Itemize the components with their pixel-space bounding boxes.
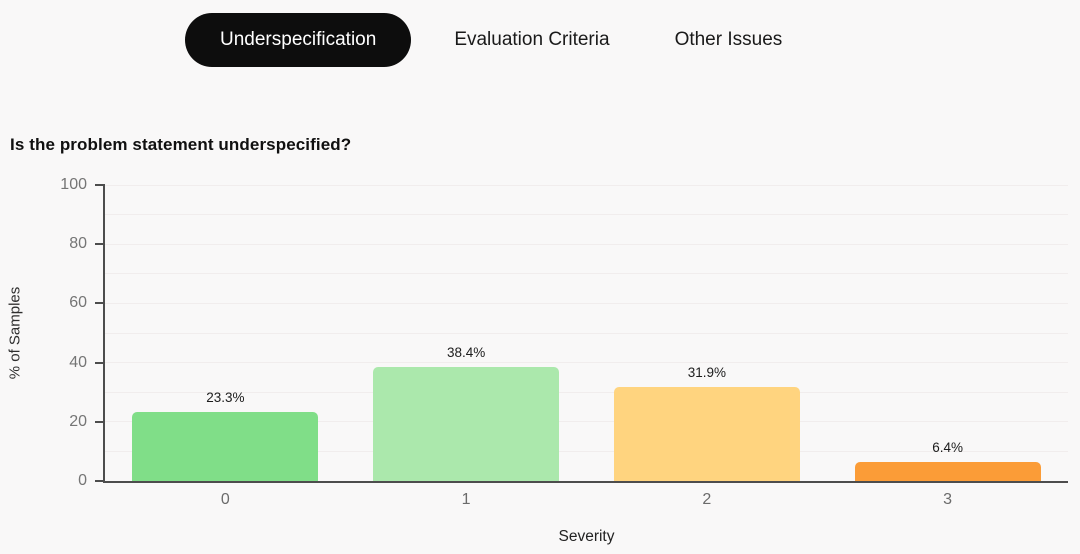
y-axis-tick-label: 0	[78, 472, 87, 489]
y-axis-line	[103, 184, 105, 483]
tab-bar: Underspecification Evaluation Criteria O…	[185, 13, 804, 67]
chart-title: Is the problem statement underspecified?	[10, 135, 352, 154]
y-axis-tick	[95, 361, 103, 364]
bar-severity-0[interactable]	[132, 412, 319, 481]
gridline	[105, 302, 1068, 304]
x-axis-label: Severity	[558, 528, 615, 545]
bar-severity-2[interactable]	[613, 386, 800, 481]
bar-column: 31.9% 2	[587, 185, 828, 508]
y-axis-tick-label: 40	[69, 353, 87, 371]
x-axis-tick-label: 2	[702, 491, 712, 508]
bar-column: 23.3% 0	[105, 185, 346, 508]
y-axis-tick-label: 80	[69, 235, 87, 253]
x-axis-tick-label: 0	[220, 491, 230, 508]
gridline	[105, 184, 1068, 186]
y-axis-tick-label: 20	[69, 412, 87, 430]
bar-severity-1[interactable]	[373, 367, 560, 481]
y-axis-tick	[95, 184, 103, 186]
x-axis-tick-label: 1	[461, 491, 471, 508]
gridline	[105, 273, 1068, 275]
gridline	[105, 421, 1068, 423]
bar-column: 6.4% 3	[827, 185, 1068, 508]
bar-value-label: 38.4%	[446, 345, 486, 361]
bar-value-label: 6.4%	[932, 440, 964, 456]
y-axis-tick	[95, 243, 103, 246]
y-axis-tick-label: 60	[69, 294, 87, 312]
y-axis-label: % of Samples	[6, 286, 24, 380]
tab-underspecification[interactable]: Underspecification	[185, 13, 412, 67]
tab-evaluation-criteria[interactable]: Evaluation Criteria	[432, 13, 631, 67]
bar-severity-3[interactable]	[854, 462, 1041, 481]
gridline	[105, 450, 1068, 452]
y-axis-tick-label: 100	[60, 176, 87, 193]
gridline	[105, 214, 1068, 216]
plot-area: 0 20 40 60 80 100 23.3% 0 38.4% 1 31.9% 2 6.4% 3	[60, 176, 1068, 508]
x-axis-line	[103, 481, 1068, 483]
gridline	[105, 332, 1068, 334]
y-axis-tick	[95, 420, 103, 423]
bar-value-label: 31.9%	[687, 364, 727, 380]
x-axis-tick-label: 3	[943, 491, 953, 508]
tab-other-issues[interactable]: Other Issues	[653, 13, 805, 67]
y-axis-tick	[95, 302, 103, 305]
bar-column: 38.4% 1	[346, 185, 587, 508]
bar-value-label: 23.3%	[206, 390, 245, 406]
gridline	[105, 391, 1068, 393]
y-axis-tick	[95, 480, 103, 482]
gridline	[105, 243, 1068, 245]
gridline	[105, 362, 1068, 364]
